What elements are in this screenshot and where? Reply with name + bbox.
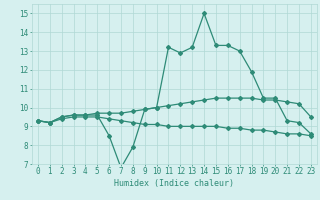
X-axis label: Humidex (Indice chaleur): Humidex (Indice chaleur) xyxy=(115,179,234,188)
